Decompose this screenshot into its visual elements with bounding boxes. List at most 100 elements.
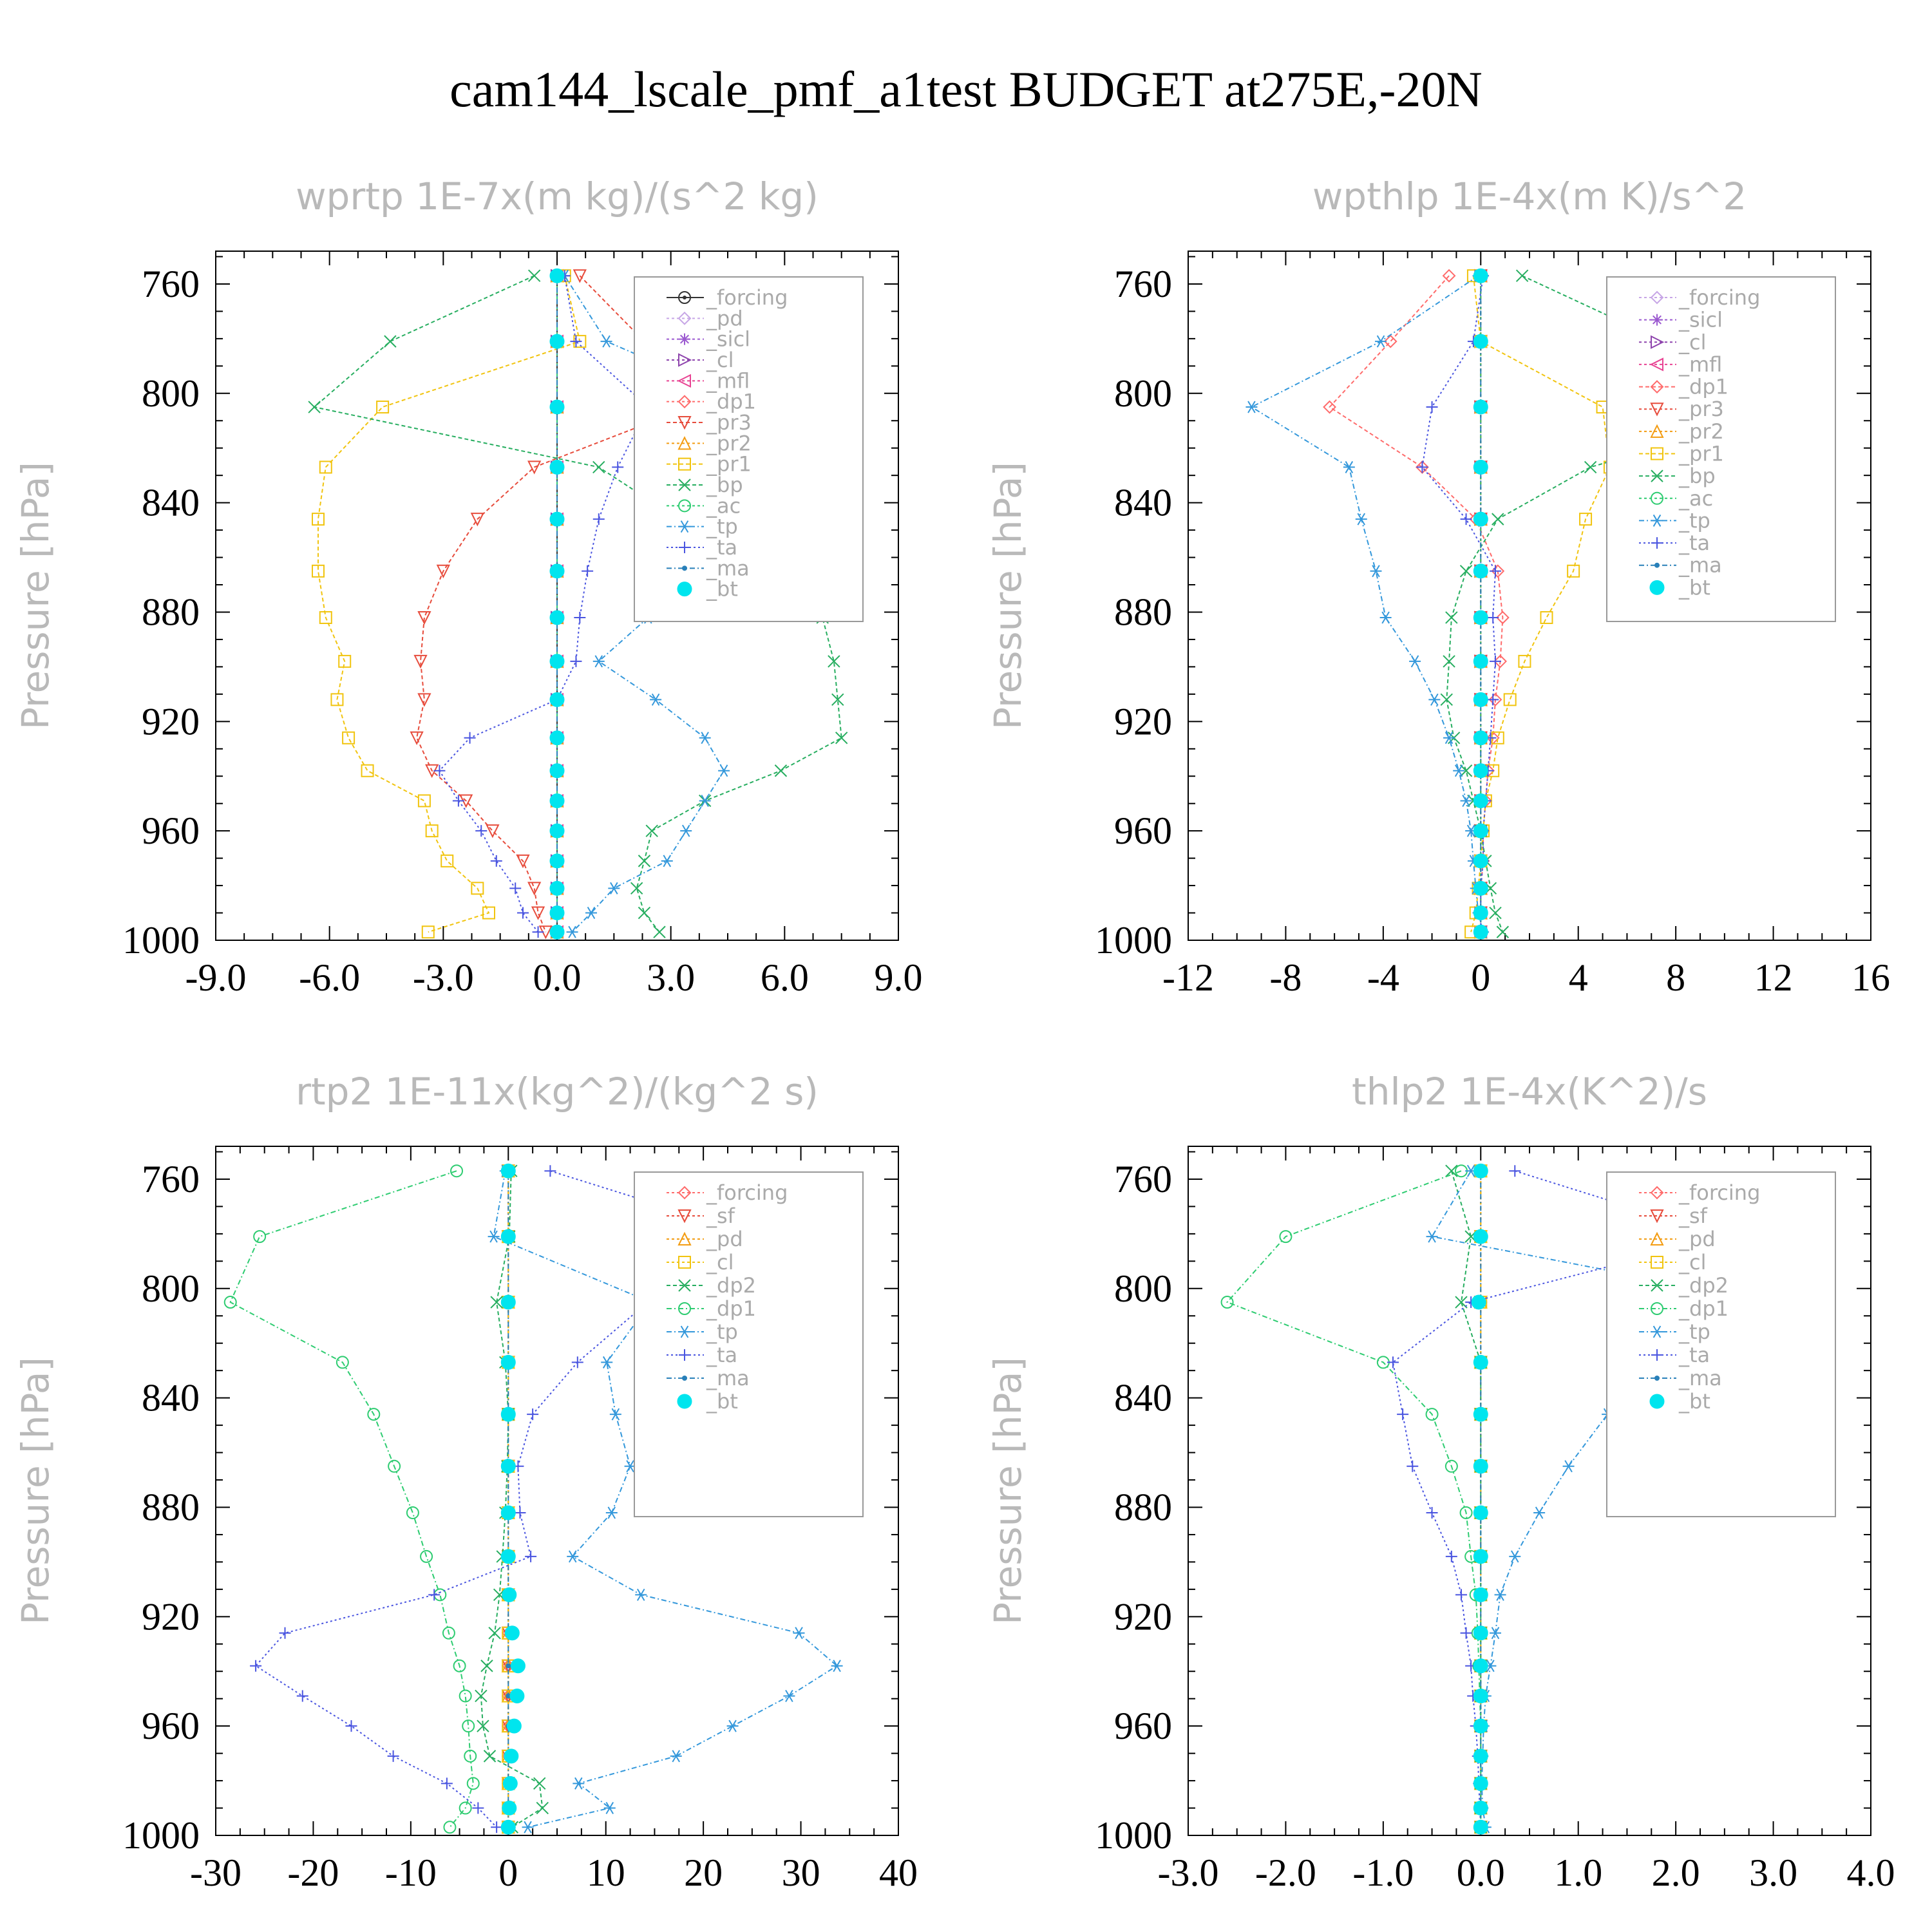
data-point	[330, 693, 344, 706]
series-line-bp	[312, 275, 842, 933]
data-point	[566, 925, 578, 938]
series-line-ta	[1392, 1170, 1727, 1828]
legend-marker	[677, 416, 692, 430]
data-point	[549, 880, 565, 896]
data-point	[532, 926, 544, 938]
x-tick-label: 0	[1471, 956, 1490, 999]
data-point	[1445, 1164, 1458, 1177]
y-tick-label: 840	[142, 1377, 200, 1419]
x-tick-label: 9.0	[875, 956, 923, 999]
x-tick-label: 1.0	[1554, 1852, 1602, 1894]
data-point	[1473, 924, 1488, 940]
y-tick-label: 760	[1114, 1158, 1172, 1200]
data-point	[525, 1550, 537, 1562]
legend-marker	[1650, 1231, 1664, 1245]
data-point	[470, 513, 484, 527]
data-point	[1343, 460, 1355, 473]
data-point	[1471, 1294, 1486, 1310]
legend-marker	[677, 1186, 692, 1200]
x-tick-label: -6.0	[299, 956, 360, 999]
data-point	[472, 1802, 484, 1814]
data-point	[1515, 269, 1529, 282]
data-point	[1473, 823, 1488, 838]
data-point	[549, 564, 565, 579]
data-point	[1220, 1296, 1234, 1309]
data-point	[1279, 1230, 1293, 1244]
data-point	[831, 693, 844, 706]
legend-entry: _dp1	[706, 1296, 756, 1321]
series-markers-ta	[433, 270, 654, 938]
data-point	[475, 825, 488, 837]
x-tick-label: 6.0	[761, 956, 809, 999]
data-point	[1245, 401, 1258, 413]
y-tick-label: 880	[142, 1486, 200, 1528]
series-markers-bt	[1471, 1163, 1488, 1835]
data-point	[1443, 732, 1455, 744]
data-point	[570, 336, 582, 348]
legend-entry: _bt	[706, 577, 738, 601]
data-point	[279, 1627, 291, 1639]
legend-marker	[679, 542, 690, 553]
data-point	[544, 1165, 556, 1177]
panel-title: wprtp 1E-7x(m kg)/(s^2 kg)	[296, 175, 819, 218]
x-tick-label: 4	[1569, 956, 1588, 999]
x-tick-label: -2.0	[1255, 1852, 1316, 1894]
legend-marker	[678, 291, 691, 304]
y-axis-label: Pressure [hPa]	[986, 1357, 1030, 1625]
data-point	[522, 1821, 534, 1833]
legend-entry: _cl	[706, 1250, 734, 1274]
data-point	[1445, 611, 1458, 624]
data-point	[1406, 1460, 1419, 1472]
data-point	[443, 1821, 457, 1834]
y-tick-label: 840	[142, 482, 200, 524]
legend-entry: _sf	[1678, 1204, 1708, 1228]
data-point	[464, 1749, 477, 1763]
data-point	[1473, 511, 1488, 527]
data-point	[793, 1627, 805, 1640]
data-point	[573, 1777, 585, 1790]
legend-marker	[679, 520, 690, 533]
legend-marker	[1651, 1256, 1663, 1269]
data-point	[549, 763, 565, 779]
data-point	[1426, 1506, 1438, 1519]
legend-marker	[682, 565, 687, 571]
legend-marker	[678, 353, 692, 367]
data-point	[483, 1750, 497, 1763]
legend-marker	[1651, 335, 1665, 349]
legend-marker	[677, 582, 692, 597]
data-point	[670, 1750, 682, 1763]
data-point	[527, 269, 541, 282]
data-point	[312, 513, 325, 526]
y-tick-label: 920	[1114, 700, 1172, 743]
data-point	[1518, 654, 1531, 668]
data-point	[1428, 693, 1441, 706]
data-point	[440, 854, 454, 867]
data-point	[549, 654, 565, 669]
legend-marker	[1649, 580, 1665, 595]
data-point	[1579, 513, 1593, 526]
legend-entry: _pr3	[706, 410, 752, 435]
legend-entry: _bt	[1678, 575, 1710, 600]
x-tick-label: 30	[782, 1852, 820, 1894]
data-point	[527, 882, 542, 896]
data-point	[500, 1819, 516, 1835]
data-point	[417, 611, 431, 625]
data-point	[1473, 1505, 1488, 1520]
legend-box	[634, 1171, 864, 1517]
legend-box	[1606, 276, 1836, 622]
panel-title: thlp2 1E-4x(K^2)/s	[1352, 1070, 1707, 1113]
data-point	[500, 1406, 516, 1422]
data-point	[549, 730, 565, 746]
data-point	[223, 1296, 237, 1309]
data-point	[345, 1720, 357, 1732]
x-tick-label: -4	[1367, 956, 1399, 999]
x-tick-label: 40	[879, 1852, 918, 1894]
data-point	[500, 1163, 516, 1179]
data-point	[549, 334, 565, 349]
data-point	[384, 335, 397, 348]
data-point	[413, 654, 428, 669]
data-point	[1473, 1776, 1488, 1791]
data-point	[1397, 1408, 1409, 1421]
data-point	[1425, 1408, 1439, 1421]
data-point	[726, 1719, 739, 1732]
